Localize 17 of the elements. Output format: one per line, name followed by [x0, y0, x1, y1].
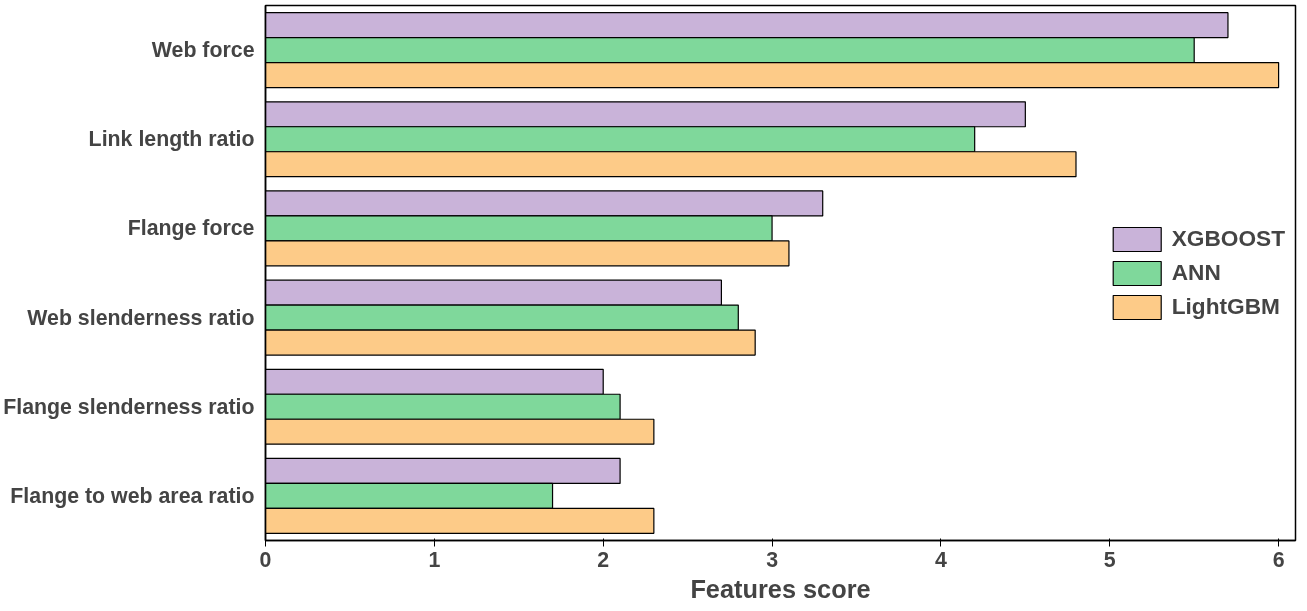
y-tick-label: Flange force [127, 216, 255, 241]
x-axis-title: Features score [690, 574, 871, 603]
x-tick-label: 4 [934, 547, 947, 572]
x-tick-label: 3 [766, 547, 779, 572]
y-tick-label: Web slenderness ratio [27, 305, 255, 330]
y-tick-label: Web force [151, 38, 255, 63]
x-tick-label: 0 [259, 547, 272, 572]
x-tick-label: 1 [428, 547, 441, 572]
legend-label: ANN [1171, 259, 1221, 286]
x-tick-label: 6 [1272, 547, 1285, 572]
x-tick-label: 5 [1103, 547, 1116, 572]
x-tick-label: 2 [597, 547, 610, 572]
y-tick-label: Flange to web area ratio [10, 483, 255, 508]
y-tick-label: Flange slenderness ratio [3, 394, 255, 419]
legend-label: XGBOOST [1171, 225, 1285, 252]
legend-label: LightGBM [1171, 293, 1280, 320]
y-tick-label: Link length ratio [88, 127, 255, 152]
